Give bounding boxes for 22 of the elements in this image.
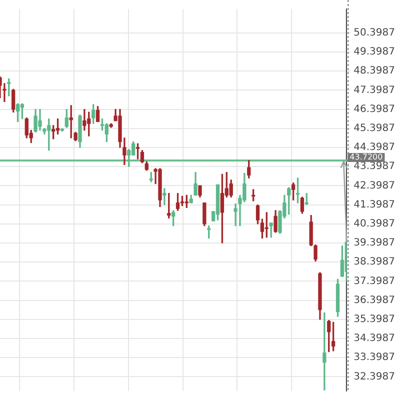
ref-line-label: 43.7200 (350, 152, 383, 162)
candlestick (162, 188, 166, 206)
y-tick-label: 32.3987 (354, 371, 396, 382)
y-tick-label: 39.3987 (354, 238, 396, 249)
y-tick-label: 38.3987 (354, 256, 396, 268)
y-tick-label: 42.3987 (354, 180, 396, 192)
y-tick-label: 48.3987 (354, 66, 396, 77)
y-tick-label: 35.3987 (354, 314, 396, 325)
y-tick-label: 34.3987 (354, 333, 396, 344)
y-tick-label: 47.3987 (354, 84, 396, 96)
y-tick-label: 36.3987 (354, 294, 396, 306)
y-tick-label: 37.3987 (354, 276, 396, 287)
y-tick-label: 49.3987 (354, 46, 396, 58)
y-tick-label: 50.3987 (354, 27, 396, 38)
y-tick-label: 46.3987 (354, 104, 396, 115)
y-tick-label: 41.3987 (354, 199, 396, 210)
y-tick-label: 33.3987 (354, 352, 396, 364)
candlestick (322, 312, 326, 390)
y-tick-label: 44.3987 (354, 142, 396, 154)
y-tick-label: 40.3987 (354, 218, 396, 230)
y-tick-label: 43.3987 (354, 161, 396, 172)
y-tick-label: 45.3987 (354, 122, 396, 134)
